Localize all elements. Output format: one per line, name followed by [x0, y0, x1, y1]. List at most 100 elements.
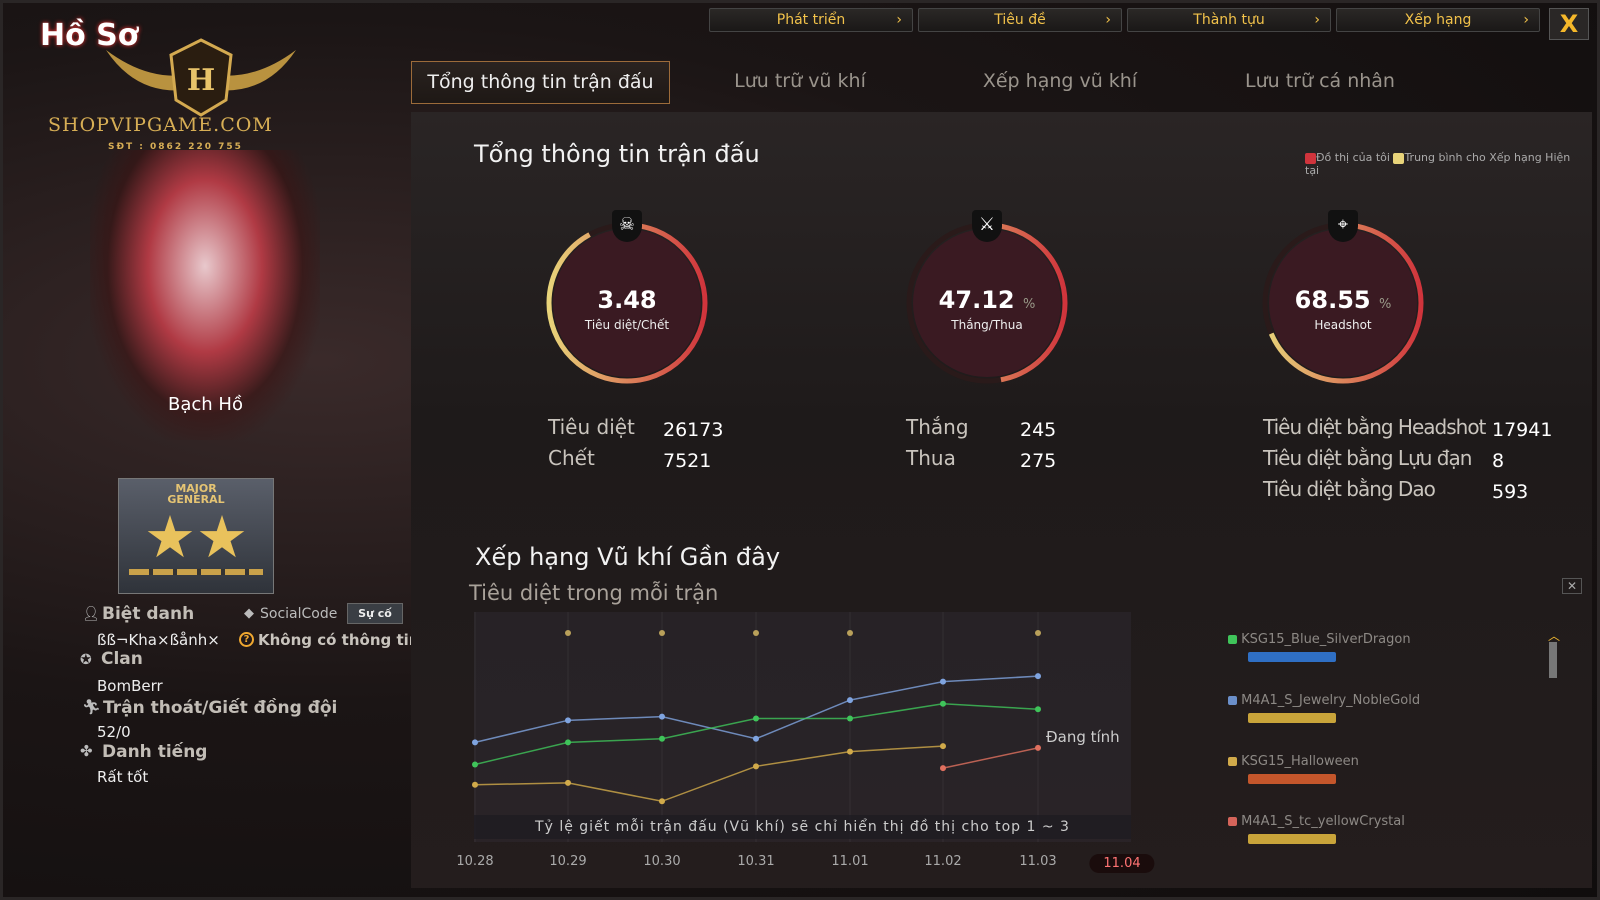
tab-personal-storage[interactable]: Lưu trữ cá nhân [1245, 70, 1395, 92]
chevron-right-icon: › [1105, 12, 1111, 28]
page-title: Hồ Sơ [40, 18, 139, 53]
gauge-0: ☠ 3.48 Tiêu diệt/Chết [542, 210, 712, 388]
chevron-right-icon: › [1523, 12, 1529, 28]
series-line [942, 747, 1039, 769]
socialcode-label: SocialCode [260, 606, 338, 622]
grenade-kills-label: Tiêu diệt bằng Lựu đạn [1263, 446, 1472, 470]
logo: Hồ Sơ H SHOPVIPGAME.COM SĐT : 0862 220 7… [36, 18, 306, 158]
legend-average: Trung bình cho Xếp hạng Hiện tại [1305, 151, 1571, 177]
data-point [847, 748, 853, 755]
gauge-label: Thắng/Thua [951, 318, 1023, 332]
data-point [659, 798, 665, 805]
match-marker [659, 630, 665, 636]
data-point [1035, 706, 1041, 713]
weapon-list-item[interactable]: KSG15_Blue_SilverDragon [1228, 632, 1411, 662]
nav-titles[interactable]: Tiêu đề › [918, 8, 1122, 32]
wins-value: 245 [1020, 419, 1057, 441]
data-point [940, 700, 946, 707]
weapon-image [1248, 834, 1336, 844]
rank-progress [129, 569, 263, 575]
weapon-color-swatch [1228, 635, 1237, 644]
socialcode-value: Không có thông tin [258, 631, 420, 649]
data-point [753, 735, 759, 742]
knife-kills-value: 593 [1492, 481, 1529, 503]
weapon-image [1248, 652, 1336, 662]
scroll-thumb[interactable] [1549, 642, 1557, 678]
x-tick-10.29[interactable]: 10.29 [549, 854, 587, 869]
nav-label: Tiêu đề [994, 12, 1046, 28]
tab-weapon-ranking[interactable]: Xếp hạng vũ khí [982, 70, 1138, 92]
rank-badge: MAJOR GENERAL ★★ [118, 478, 274, 594]
recent-title: Xếp hạng Vũ khí Gần đây [475, 543, 781, 571]
kills-label: Tiêu diệt [548, 415, 635, 439]
headshot-kills-label: Tiêu diệt bằng Headshot [1263, 415, 1486, 439]
leaf-icon: ✤ [80, 742, 93, 760]
gauge-label: Headshot [1314, 318, 1372, 332]
nav-label: Thành tựu [1193, 12, 1265, 28]
x-tick-10.30[interactable]: 10.30 [643, 854, 681, 869]
x-tick-11.04[interactable]: 11.04 [1089, 854, 1155, 873]
collapse-button[interactable]: ✕ [1562, 578, 1582, 594]
skull-crossbones-icon: ☠ [612, 210, 642, 242]
data-point [847, 715, 853, 722]
legend-swatch-average [1393, 152, 1405, 164]
tab-weapon-storage[interactable]: Lưu trữ vũ khí [734, 70, 866, 92]
nav-development[interactable]: Phát triển › [709, 8, 913, 32]
headshot-kills-value: 17941 [1492, 419, 1553, 441]
series-line [474, 745, 944, 803]
chart-legend: Đồ thị của tôi Trung bình cho Xếp hạng H… [1305, 151, 1575, 177]
clan-value[interactable]: BomBerr [97, 677, 163, 695]
deaths-label: Chết [548, 446, 595, 470]
weapon-list-item[interactable]: M4A1_S_tc_yellowCrystal [1228, 814, 1405, 844]
character-portrait [90, 150, 320, 440]
chart-note: Tỷ lệ giết mỗi trận đấu (Vũ khí) sẽ chỉ … [474, 815, 1131, 839]
scrollbar[interactable]: ︿ [1548, 629, 1561, 862]
tab-match-summary[interactable]: Tổng thông tin trận đấu [411, 61, 670, 104]
section-title: Tổng thông tin trận đấu [474, 140, 760, 168]
nav-label: Xếp hạng [1404, 12, 1472, 28]
escape-value: 52/0 [97, 723, 131, 741]
x-tick-10.28[interactable]: 10.28 [456, 854, 494, 869]
match-marker [1035, 630, 1041, 636]
weapon-color-swatch [1228, 817, 1237, 826]
character-name: Bạch Hồ [168, 394, 243, 415]
data-point [659, 713, 665, 720]
x-tick-11.02[interactable]: 11.02 [924, 854, 962, 869]
legend-mine: Đồ thị của tôi [1316, 151, 1390, 164]
deaths-value: 7521 [663, 450, 712, 472]
report-button[interactable]: Sự cố [347, 603, 403, 624]
legend-swatch-mine [1305, 152, 1316, 164]
data-point [472, 781, 478, 788]
kills-value: 26173 [663, 419, 724, 441]
question-icon: ? [239, 632, 254, 647]
nav-achievements[interactable]: Thành tựu › [1127, 8, 1331, 32]
gauge-value: 68.55 [1294, 286, 1371, 314]
data-point [565, 779, 571, 786]
data-point [659, 735, 665, 742]
weapon-list-item[interactable]: M4A1_S_Jewelry_NobleGold [1228, 693, 1421, 723]
weapon-name: M4A1_S_Jewelry_NobleGold [1241, 693, 1421, 708]
scroll-up-icon[interactable]: ︿ [1548, 629, 1561, 643]
calculating-label: Đang tính [1046, 728, 1120, 746]
x-tick-11.01[interactable]: 11.01 [831, 854, 869, 869]
x-tick-11.03[interactable]: 11.03 [1019, 854, 1057, 869]
tag-icon: ◆ [244, 606, 254, 621]
data-point [1035, 673, 1041, 680]
escape-label: Trận thoát/Giết đồng đội [103, 698, 338, 718]
x-tick-10.31[interactable]: 10.31 [737, 854, 775, 869]
reputation-value: Rất tốt [97, 768, 149, 786]
data-point [753, 763, 759, 770]
weapon-name: KSG15_Blue_SilverDragon [1241, 632, 1411, 647]
data-point [565, 717, 571, 724]
nickname-value: ßß¬Kha×ßånh× [97, 631, 220, 649]
svg-text:H: H [187, 63, 215, 98]
nav-ranking[interactable]: Xếp hạng › [1336, 8, 1540, 32]
close-button[interactable]: X [1549, 8, 1589, 40]
weapon-list-item[interactable]: KSG15_Halloween [1228, 754, 1359, 784]
chevron-right-icon: › [1314, 12, 1320, 28]
chevron-right-icon: › [896, 12, 902, 28]
gauge-value: 47.12 [938, 286, 1015, 314]
nav-label: Phát triển [776, 12, 846, 28]
data-point [940, 765, 946, 772]
